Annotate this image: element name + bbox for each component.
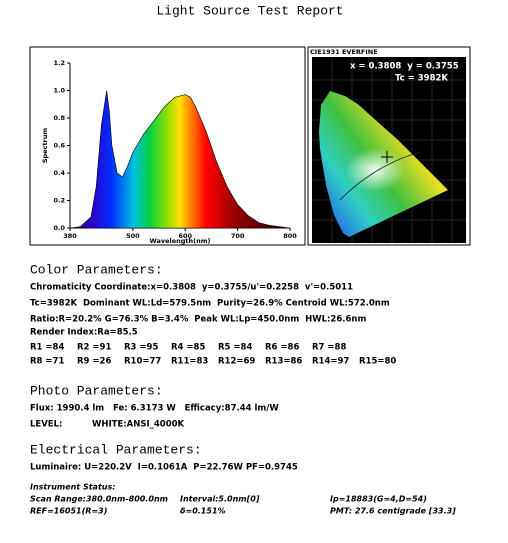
param-line: Luminaire: U=220.2V I=0.1061A P=22.76W P… [30, 463, 298, 473]
param-line: Flux: 1990.4 lm Fe: 6.3173 W Efficacy:87… [30, 404, 279, 414]
y-tick-label: 0.4 [53, 169, 65, 177]
x-tick-label: 500 [126, 232, 140, 240]
status-cell: PMT: 27.6 centigrade [33.3] [330, 507, 456, 516]
render-index-cell: R8 =71 [30, 357, 64, 367]
white-region [345, 148, 405, 192]
render-index-cell: R5 =84 [218, 343, 252, 353]
render-index: R1 =84 R2 =91 R3 =95 R4 =85 R5 =84 R6 =86 R7 =… [30, 343, 396, 367]
x-tick-label: 800 [283, 232, 297, 240]
x-tick-label: 700 [231, 232, 245, 240]
x-tick-label: 380 [63, 232, 77, 240]
y-axis-label: Spectrum [41, 128, 49, 164]
render-index-cell: R6 =86 [265, 343, 299, 353]
render-index-cell: R11=83 [171, 357, 208, 367]
x-axis-label: Wavelength(nm) [150, 237, 211, 245]
section-heading: Electrical Parameters: [30, 442, 202, 457]
y-tick-label: 0.2 [53, 197, 65, 205]
render-index-cell: R1 =84 [30, 343, 64, 353]
render-index-cell: R2 =91 [77, 343, 111, 353]
y-tick-label: 0.0 [53, 224, 65, 232]
title: Light Source Test Report [156, 3, 343, 18]
render-index-cell: R9 =26 [77, 357, 111, 367]
y-tick-label: 1.0 [53, 87, 65, 95]
planckian-locus [339, 151, 421, 201]
section-heading: Photo Parameters: [30, 383, 163, 398]
y-tick-label: 1.2 [53, 59, 65, 67]
cie-title: CIE1931 EVERFINE [310, 48, 378, 56]
status-cell: δ=0.151% [180, 507, 226, 516]
param-line: Render Index:Ra=85.5 [30, 328, 138, 338]
spectrum-area [69, 90, 291, 229]
chromaticity-point [381, 151, 393, 163]
render-index-cell: R4 =85 [171, 343, 205, 353]
render-index-cell: R10=77 [124, 357, 161, 367]
render-index-cell: R15=80 [359, 357, 396, 367]
status-cell: Scan Range:380.0nm-800.0nm [30, 495, 168, 504]
render-index-cell: R12=69 [218, 357, 255, 367]
param-line: Tc=3982K Dominant WL:Ld=579.5nm Purity=2… [30, 299, 390, 309]
y-tick-label: 0.6 [53, 142, 65, 150]
instrument-status: Scan Range:380.0nm-800.0nm Interval:5.0nm… [30, 495, 456, 516]
cie-coords: x = 0.3808 y = 0.3755 [350, 62, 459, 72]
cie-tc: Tc = 3982K [395, 74, 448, 84]
render-index-cell: R3 =95 [124, 343, 158, 353]
param-line: Ratio:R=20.2% G=76.3% B=3.4% Peak WL:Lp=… [30, 315, 366, 325]
render-index-cell: R13=86 [265, 357, 302, 367]
y-tick-label: 0.8 [53, 114, 65, 122]
status-cell: Ip=18883(G=4,D=54) [330, 495, 427, 504]
param-line: LEVEL: WHITE:ANSI_4000K [30, 420, 185, 430]
render-index-cell: R14=97 [312, 357, 349, 367]
section-heading: Color Parameters: [30, 262, 163, 277]
x-tick-label: 600 [178, 232, 192, 240]
status-cell: Interval:5.0nm[0] [180, 495, 260, 504]
status-heading: Instrument Status: [30, 483, 115, 492]
status-cell: REF=16051(R=3) [30, 507, 107, 516]
param-line: Chromaticity Coordinate:x=0.3808 y=0.375… [30, 283, 353, 293]
render-index-cell: R7 =88 [312, 343, 346, 353]
